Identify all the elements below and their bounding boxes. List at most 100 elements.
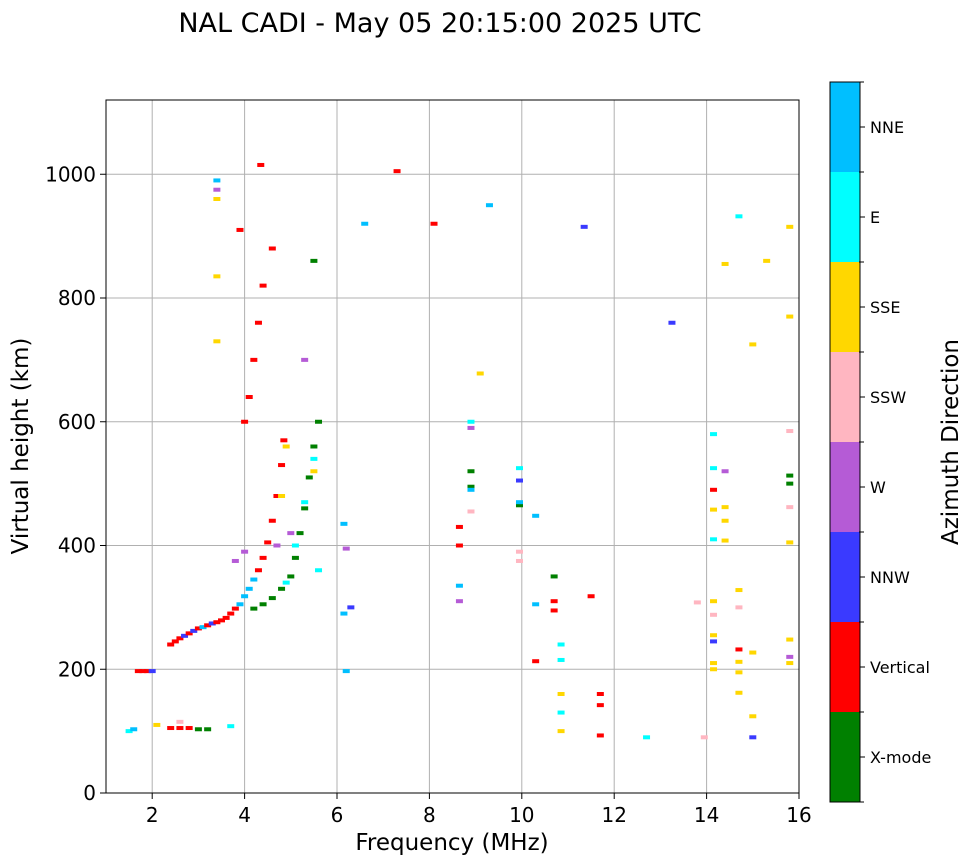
x-axis-ticks: 2 4 6 8 10 12 14 16 <box>146 793 812 827</box>
y-tick-label: 0 <box>83 781 96 805</box>
echo-mark <box>596 703 604 708</box>
echo-mark <box>296 531 304 536</box>
echo-mark <box>735 659 743 664</box>
x-tick-label: 4 <box>238 803 251 827</box>
echo-mark <box>315 568 323 573</box>
echo-mark <box>430 221 438 226</box>
echo-mark <box>557 729 565 734</box>
x-tick-label: 10 <box>509 803 534 827</box>
echo-mark <box>139 669 147 674</box>
echo-mark <box>167 726 175 731</box>
echo-mark <box>710 667 718 672</box>
echo-mark <box>710 487 718 492</box>
echo-mark <box>786 224 794 229</box>
echo-mark <box>310 258 318 263</box>
y-tick-label: 600 <box>58 410 96 434</box>
echo-mark <box>153 722 161 727</box>
echo-mark <box>700 735 708 740</box>
echo-mark <box>467 419 475 424</box>
echo-mark <box>176 726 184 731</box>
echo-mark <box>301 357 309 362</box>
colorbar-segment <box>830 262 860 352</box>
colorbar-segment <box>830 352 860 442</box>
echo-mark <box>532 602 540 607</box>
echo-mark <box>259 602 267 607</box>
echo-mark <box>171 639 179 644</box>
echo-mark <box>204 623 212 628</box>
echo-mark <box>532 659 540 664</box>
echo-mark <box>557 710 565 715</box>
echo-mark <box>710 432 718 437</box>
echo-mark <box>278 586 286 591</box>
echo-mark <box>213 197 221 201</box>
echo-mark <box>273 494 281 498</box>
echo-mark <box>231 606 239 611</box>
colorbar: X-mode Vertical NNW W SSW SSE E NNE <box>829 81 931 803</box>
echo-mark <box>268 518 276 523</box>
echo-mark <box>278 494 286 498</box>
echo-mark <box>596 733 604 738</box>
echo-mark <box>515 549 523 554</box>
echo-mark <box>268 246 276 251</box>
echo-mark <box>134 669 142 674</box>
echo-mark <box>291 543 299 548</box>
echo-mark <box>236 227 244 232</box>
echo-mark <box>222 615 230 620</box>
echo-mark <box>144 669 152 674</box>
colorbar-segment <box>830 172 860 262</box>
echo-mark <box>167 642 175 647</box>
plot-area <box>106 100 799 793</box>
echo-mark <box>315 419 323 424</box>
echo-mark <box>291 555 299 560</box>
colorbar-tick-label: Vertical <box>870 658 930 677</box>
x-tick-label: 16 <box>786 803 811 827</box>
y-tick-label: 1000 <box>45 162 96 186</box>
colorbar-tick-label: NNE <box>870 118 904 137</box>
echo-mark <box>557 642 565 647</box>
echo-mark <box>643 735 651 740</box>
y-axis-ticks: 0 200 400 600 800 1000 <box>45 162 106 805</box>
echo-mark <box>580 224 588 229</box>
colorbar-segment <box>830 82 860 172</box>
echo-mark <box>227 724 235 729</box>
echo-mark <box>241 549 249 554</box>
echo-mark <box>786 429 794 434</box>
echo-mark <box>786 661 794 666</box>
grid-lines <box>106 100 800 794</box>
echo-mark <box>596 692 604 696</box>
x-tick-label: 14 <box>694 803 719 827</box>
echo-mark <box>485 203 493 208</box>
echo-mark <box>208 621 216 626</box>
echo-mark <box>786 481 794 486</box>
echo-mark <box>735 670 743 675</box>
echo-mark <box>264 540 272 545</box>
echo-mark <box>213 187 221 192</box>
echo-mark <box>455 524 463 529</box>
echo-mark <box>282 444 290 449</box>
echo-mark <box>361 221 369 226</box>
echo-mark <box>130 727 138 732</box>
colorbar-tick-label: SSW <box>870 388 906 407</box>
echo-mark <box>763 258 771 263</box>
echo-mark <box>176 719 184 724</box>
echo-mark <box>515 503 523 508</box>
echo-mark <box>710 507 718 512</box>
echo-mark <box>194 626 202 631</box>
echo-mark <box>340 611 348 616</box>
echo-mark <box>393 169 401 174</box>
echo-mark <box>749 714 757 719</box>
echo-mark <box>721 538 729 543</box>
y-tick-label: 200 <box>58 657 96 681</box>
echo-mark <box>721 469 729 474</box>
echo-mark <box>250 357 258 362</box>
echo-mark <box>194 727 202 732</box>
echo-mark <box>259 555 267 560</box>
x-tick-label: 8 <box>423 803 436 827</box>
echo-mark <box>455 599 463 604</box>
x-tick-label: 2 <box>146 803 159 827</box>
x-axis-label: Frequency (MHz) <box>355 830 548 856</box>
echo-mark <box>515 558 523 563</box>
echo-mark <box>735 214 743 219</box>
echo-mark <box>241 594 249 599</box>
colorbar-segment <box>830 442 860 532</box>
